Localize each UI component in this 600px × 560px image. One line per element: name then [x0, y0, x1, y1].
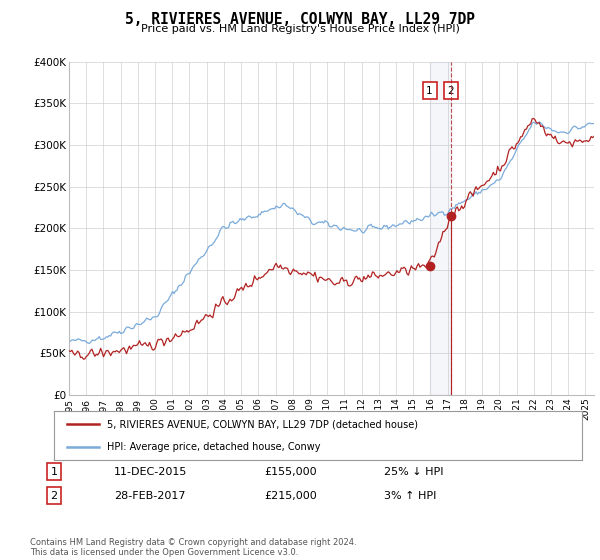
Text: 5, RIVIERES AVENUE, COLWYN BAY, LL29 7DP: 5, RIVIERES AVENUE, COLWYN BAY, LL29 7DP [125, 12, 475, 27]
Text: 25% ↓ HPI: 25% ↓ HPI [384, 466, 443, 477]
Text: £215,000: £215,000 [264, 491, 317, 501]
Text: 5, RIVIERES AVENUE, COLWYN BAY, LL29 7DP (detached house): 5, RIVIERES AVENUE, COLWYN BAY, LL29 7DP… [107, 419, 418, 430]
Text: Contains HM Land Registry data © Crown copyright and database right 2024.
This d: Contains HM Land Registry data © Crown c… [30, 538, 356, 557]
Bar [430, 62, 451, 395]
Text: £155,000: £155,000 [264, 466, 317, 477]
Text: 1: 1 [50, 466, 58, 477]
Text: 2: 2 [50, 491, 58, 501]
Text: 3% ↑ HPI: 3% ↑ HPI [384, 491, 436, 501]
Text: HPI: Average price, detached house, Conwy: HPI: Average price, detached house, Conw… [107, 442, 320, 452]
Text: 11-DEC-2015: 11-DEC-2015 [114, 466, 187, 477]
Text: 28-FEB-2017: 28-FEB-2017 [114, 491, 185, 501]
Text: Price paid vs. HM Land Registry's House Price Index (HPI): Price paid vs. HM Land Registry's House … [140, 24, 460, 34]
Text: 1: 1 [427, 86, 433, 96]
Text: 2: 2 [448, 86, 454, 96]
